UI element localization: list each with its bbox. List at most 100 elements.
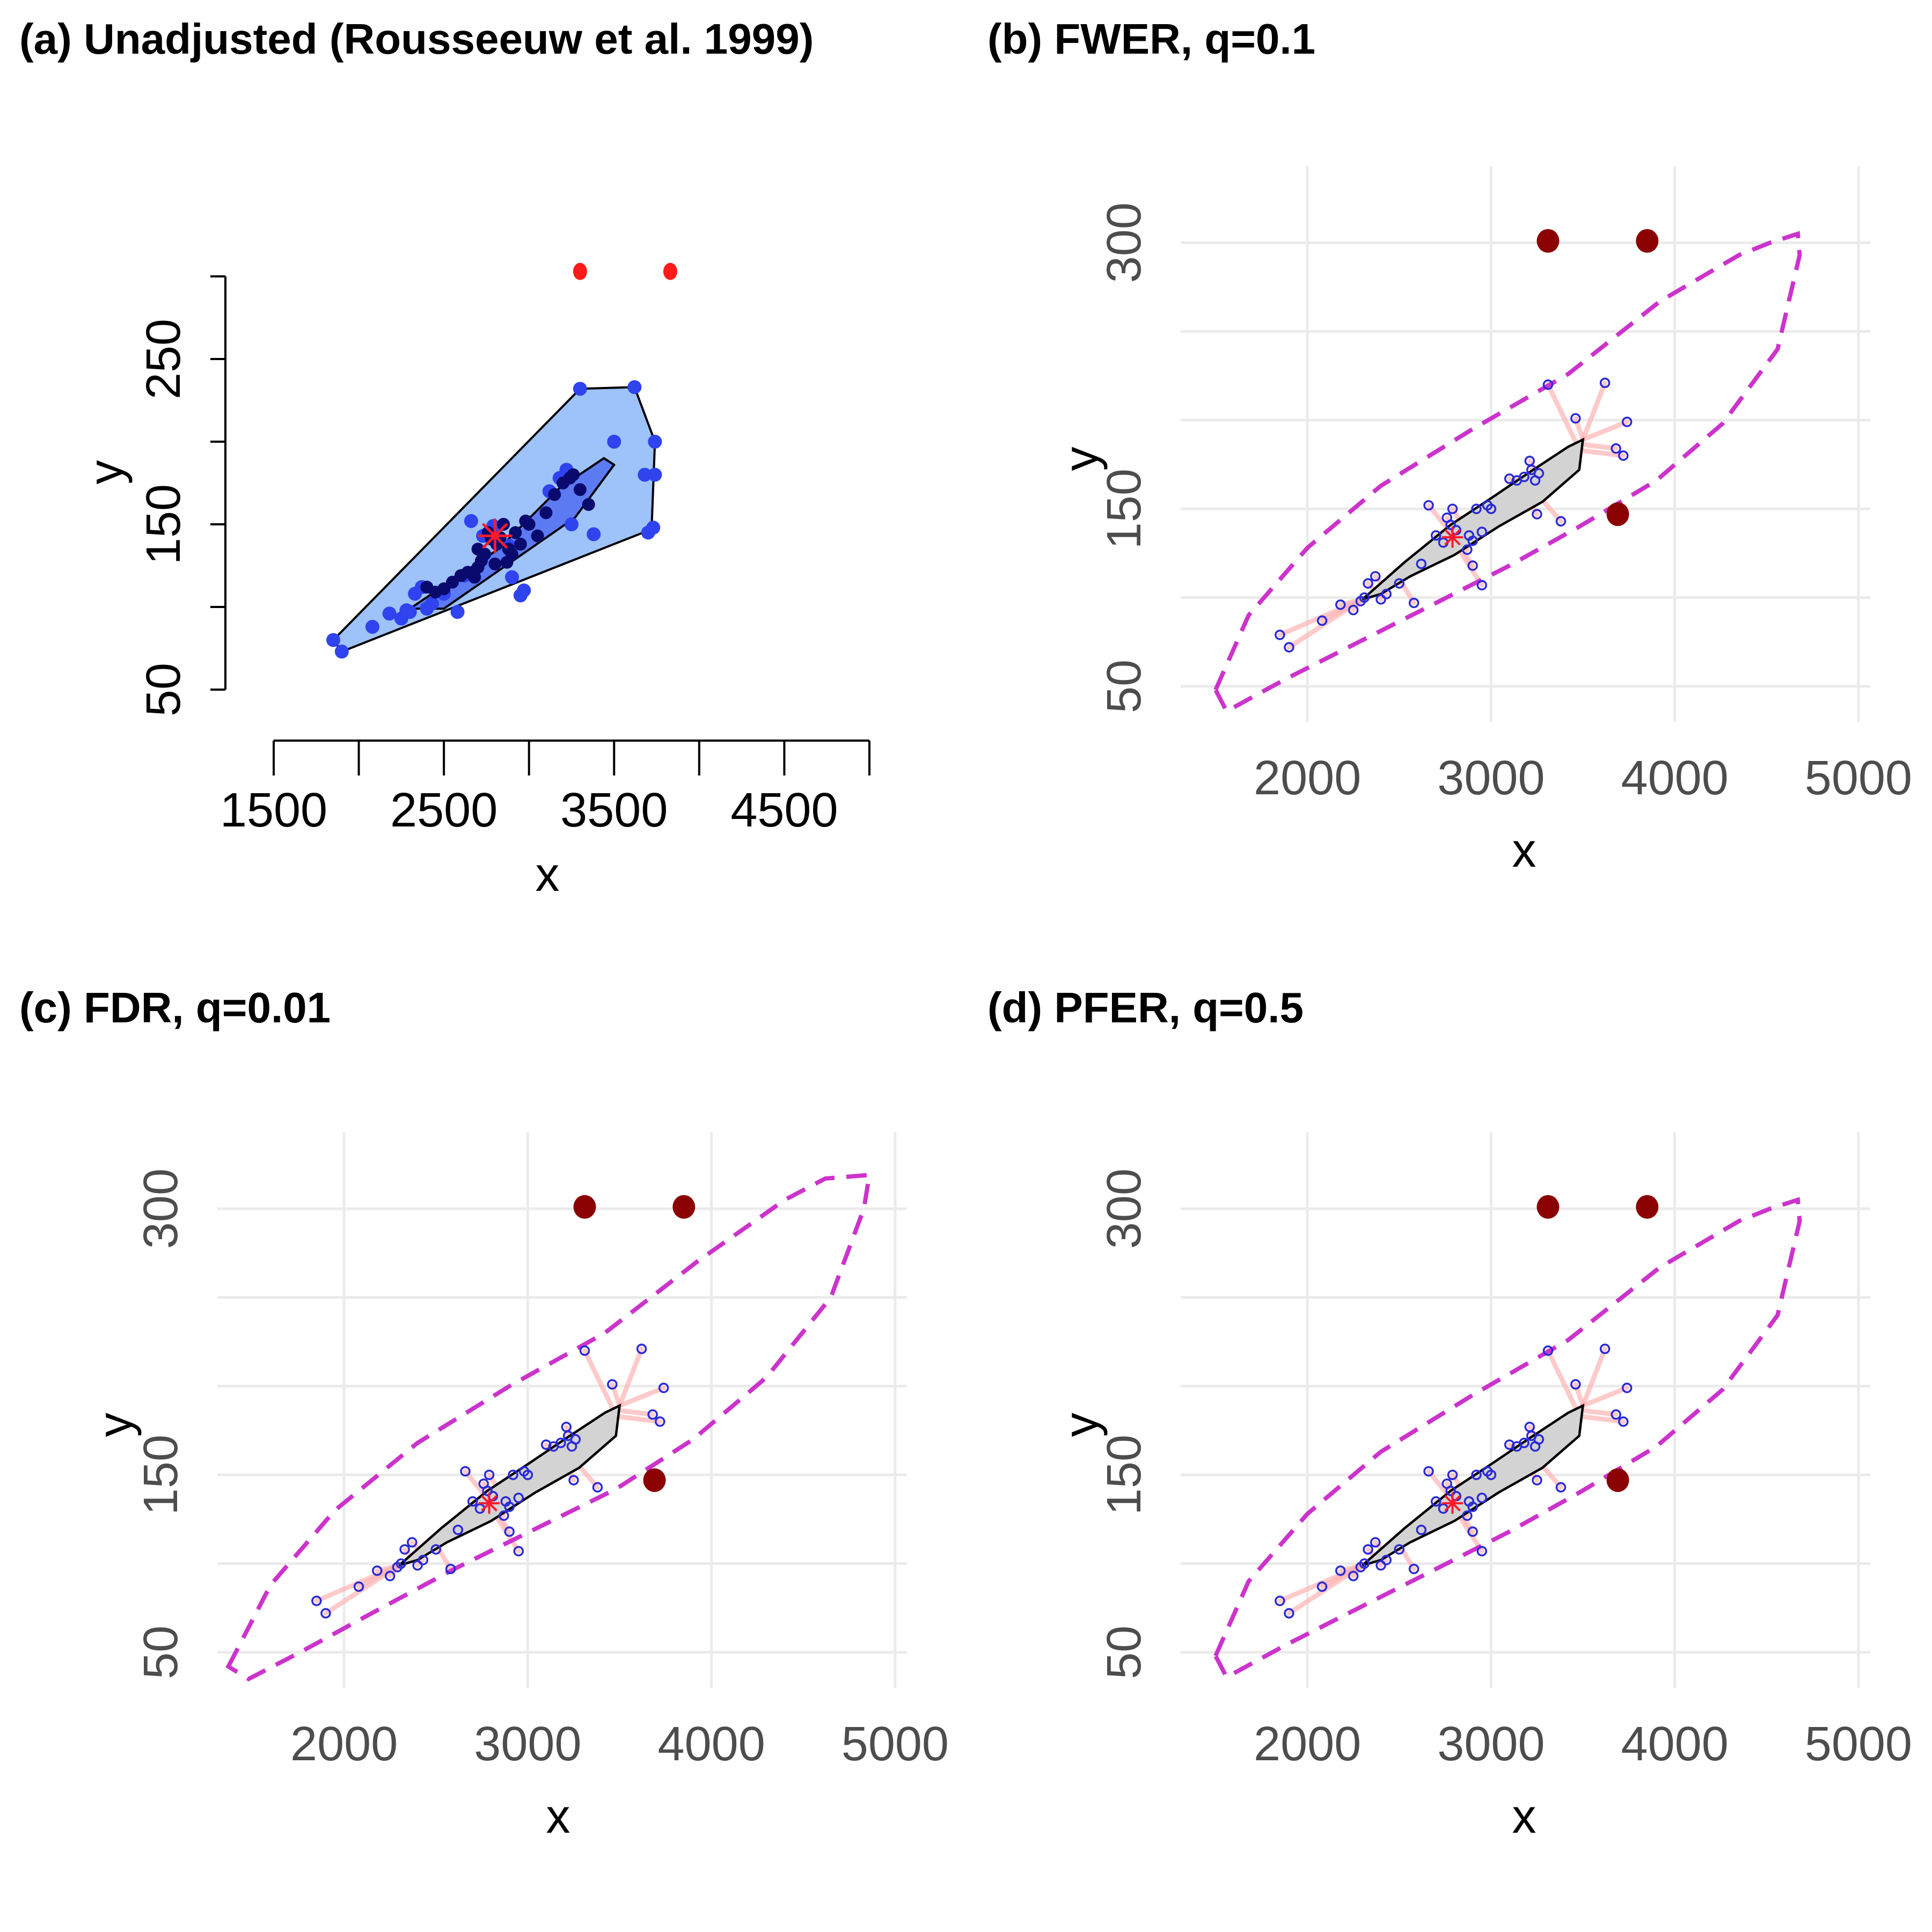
panel-c-point xyxy=(372,1565,383,1576)
panel-c-point xyxy=(636,1343,647,1355)
panel-b-point xyxy=(1394,578,1405,589)
panel-b-y-tick-label: 300 xyxy=(1097,202,1151,283)
panel-a-x-tick-label: 3500 xyxy=(560,784,668,837)
panel-d-point xyxy=(1416,1524,1427,1535)
panel-c-fence xyxy=(225,1173,872,1682)
panel-a-outlier-point xyxy=(663,262,677,280)
panel-b-bag xyxy=(1362,437,1585,601)
panel-d-grid xyxy=(1181,1132,1870,1688)
panel-a-inner-point xyxy=(514,537,527,551)
panel-d-point xyxy=(1363,1544,1373,1555)
panel-b-point xyxy=(1618,450,1629,461)
panel-a-plot: 50 150 250 1500 2500 3500 4500 xyxy=(137,262,870,837)
panel-c-whisker xyxy=(616,1414,663,1424)
panel-d-outlier-point xyxy=(1636,1195,1659,1219)
panel-d-point xyxy=(1570,1379,1581,1390)
panel-c-point xyxy=(452,1524,464,1535)
panel-b-point xyxy=(1533,468,1545,479)
panel-c-point xyxy=(607,1379,618,1390)
panel-a-inner-point xyxy=(567,468,580,481)
panel-c-point xyxy=(592,1482,603,1493)
panel-b-whisker xyxy=(1450,506,1462,522)
panel-d-x-tick-label: 4000 xyxy=(1621,1717,1729,1771)
panel-c-point xyxy=(445,1563,456,1575)
panel-c-whisker xyxy=(487,1472,499,1488)
panel-d-y-tick-label: 300 xyxy=(1097,1168,1151,1249)
panel-c-title: (c) FDR, q=0.01 xyxy=(19,984,331,1031)
panel-a-outer-point xyxy=(365,619,379,634)
panel-b-outlier-point xyxy=(1606,502,1629,526)
panel-b-point xyxy=(1284,642,1294,653)
panel-d-title: (d) PFER, q=0.5 xyxy=(987,984,1304,1031)
panel-d-point xyxy=(1381,1555,1392,1565)
panel-c-whisker xyxy=(494,1514,521,1554)
panel-b-grid xyxy=(1181,166,1870,722)
panel-d-y-axis-label: y xyxy=(1055,1413,1108,1437)
panel-a-x-tick-label: 2500 xyxy=(390,784,497,837)
panel-d-y-tick-label: 50 xyxy=(1097,1626,1151,1679)
panel-c-point xyxy=(499,1510,509,1521)
panel-b-point xyxy=(1462,544,1473,555)
panel-a-outer-point xyxy=(648,435,662,449)
panel-c-point xyxy=(647,1409,658,1420)
panel-b-point xyxy=(1430,530,1441,541)
panel-d-x-tick-label: 3000 xyxy=(1437,1717,1545,1771)
panel-a-x-axis-label: x xyxy=(536,848,560,902)
panel-c-point xyxy=(555,1437,566,1448)
panel-b-point xyxy=(1363,578,1373,589)
panel-c-center-star xyxy=(478,1492,500,1514)
panel-b-point xyxy=(1467,560,1478,571)
panel-d-x-axis-label: x xyxy=(1512,1790,1536,1843)
panel-b-plot: 2000 3000 4000 5000 50 150 300 xyxy=(1097,166,1912,805)
panel-d-point xyxy=(1611,1409,1621,1420)
panel-a-center-star-stroke xyxy=(482,523,508,549)
panel-b-point xyxy=(1611,443,1621,454)
panel-b-point xyxy=(1471,503,1482,514)
panel-b-point xyxy=(1570,413,1581,424)
panel-c-point xyxy=(407,1537,418,1548)
panel-c-point xyxy=(384,1570,396,1582)
panel-d-point xyxy=(1275,1596,1285,1606)
panel-b-point xyxy=(1476,580,1488,591)
panel-b-x-tick-label: 3000 xyxy=(1437,751,1545,805)
panel-d-point xyxy=(1542,1345,1554,1356)
panel-a-inner-point xyxy=(488,557,502,570)
panel-c-outlier-point xyxy=(573,1195,596,1219)
panel-b-y-axis-label: y xyxy=(1055,447,1108,471)
panel-c-point xyxy=(460,1466,471,1477)
panel-c-y-axis-label: y xyxy=(89,1413,142,1437)
panel-d-bag xyxy=(1362,1403,1585,1567)
panel-a-inner-point xyxy=(573,483,587,496)
panel-b-fwer: (b) FWER, q=0.1 x y 2000 3000 4000 5000 50 15… xyxy=(987,15,1912,877)
panel-c-point xyxy=(412,1560,423,1571)
panel-a-y-tick-label: 150 xyxy=(137,484,191,565)
panel-c-point xyxy=(399,1544,410,1555)
panel-d-point xyxy=(1467,1501,1478,1512)
panel-c-point xyxy=(522,1469,533,1480)
panel-d-point xyxy=(1335,1565,1346,1576)
panel-a-outer-point xyxy=(334,645,349,659)
panel-b-point xyxy=(1621,416,1633,427)
panel-b-point xyxy=(1555,516,1567,527)
panel-d-point xyxy=(1555,1482,1567,1493)
panel-c-point xyxy=(396,1558,406,1569)
panel-c-outlier-point xyxy=(643,1468,666,1492)
panel-a-outer-point xyxy=(573,382,587,396)
panel-d-fence xyxy=(1213,1197,1802,1680)
panel-b-whisker xyxy=(1580,380,1608,442)
panel-c-y-tick-label: 300 xyxy=(134,1168,188,1249)
panel-c-point xyxy=(311,1596,322,1606)
panel-d-center-star xyxy=(1441,1492,1463,1514)
panel-c-center-star-stroke xyxy=(481,1495,497,1511)
panel-b-whisker xyxy=(1545,382,1579,445)
panel-c-point xyxy=(655,1416,665,1427)
panel-b-center-star xyxy=(1441,526,1463,548)
panel-d-whisker xyxy=(1579,1414,1626,1424)
panel-d-point xyxy=(1476,1546,1488,1557)
panel-d-point xyxy=(1370,1537,1381,1548)
panel-d-point xyxy=(1408,1563,1419,1575)
panel-c-whisker xyxy=(617,1346,645,1408)
panel-c-whisker xyxy=(582,1348,616,1411)
panel-b-x-tick-label: 2000 xyxy=(1254,751,1361,805)
panel-a-outer-point xyxy=(648,467,662,482)
